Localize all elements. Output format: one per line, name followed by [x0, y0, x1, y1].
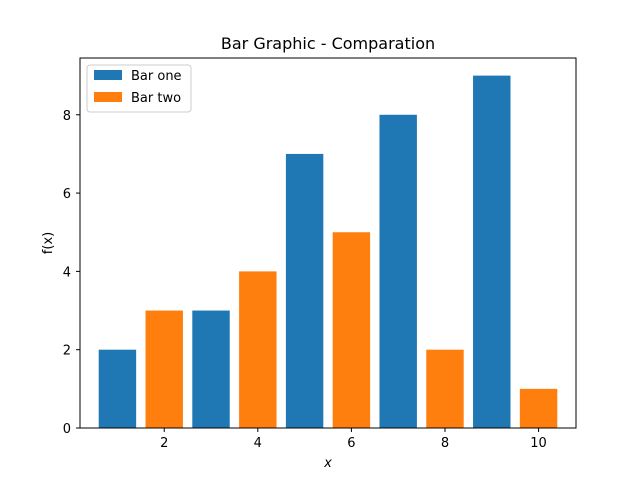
bar-series1-2 — [192, 310, 230, 428]
x-tick-label: 2 — [160, 436, 168, 451]
bar-series2-4 — [426, 349, 464, 428]
bars-group — [98, 75, 558, 429]
y-axis-ticks: 0 2 4 6 8 — [63, 109, 80, 437]
bar-series1-4 — [379, 114, 417, 428]
bar-series1-5 — [473, 75, 511, 428]
y-tick-label: 6 — [63, 187, 71, 202]
legend-label-bar-two: Bar two — [131, 91, 181, 106]
legend-label-bar-one: Bar one — [131, 69, 182, 84]
x-tick-label: 10 — [530, 436, 547, 451]
x-axis-label: x — [323, 456, 332, 471]
bar-series1-1 — [98, 349, 137, 428]
legend: Bar one Bar two — [86, 64, 192, 113]
bar-series1-3 — [285, 153, 324, 429]
x-tick-label: 6 — [347, 436, 355, 451]
bar-series2-3 — [332, 232, 371, 428]
legend-swatch-bar-two — [94, 92, 122, 102]
x-tick-label: 8 — [441, 436, 449, 451]
y-axis-label: f(x) — [41, 232, 56, 254]
y-tick-label: 8 — [63, 109, 71, 124]
legend-swatch-bar-one — [94, 70, 122, 80]
plot-frame — [79, 57, 577, 429]
y-tick-label: 4 — [63, 265, 71, 280]
y-tick-label: 2 — [63, 344, 71, 359]
x-tick-label: 4 — [254, 436, 262, 451]
x-axis-ticks: 2 4 6 8 10 — [160, 428, 547, 451]
bar-series2-1 — [145, 310, 183, 428]
y-tick-label: 0 — [63, 422, 71, 437]
bar-series2-5 — [519, 388, 558, 428]
chart-title: Bar Graphic - Comparation — [221, 34, 435, 53]
bar-series2-2 — [239, 271, 277, 428]
